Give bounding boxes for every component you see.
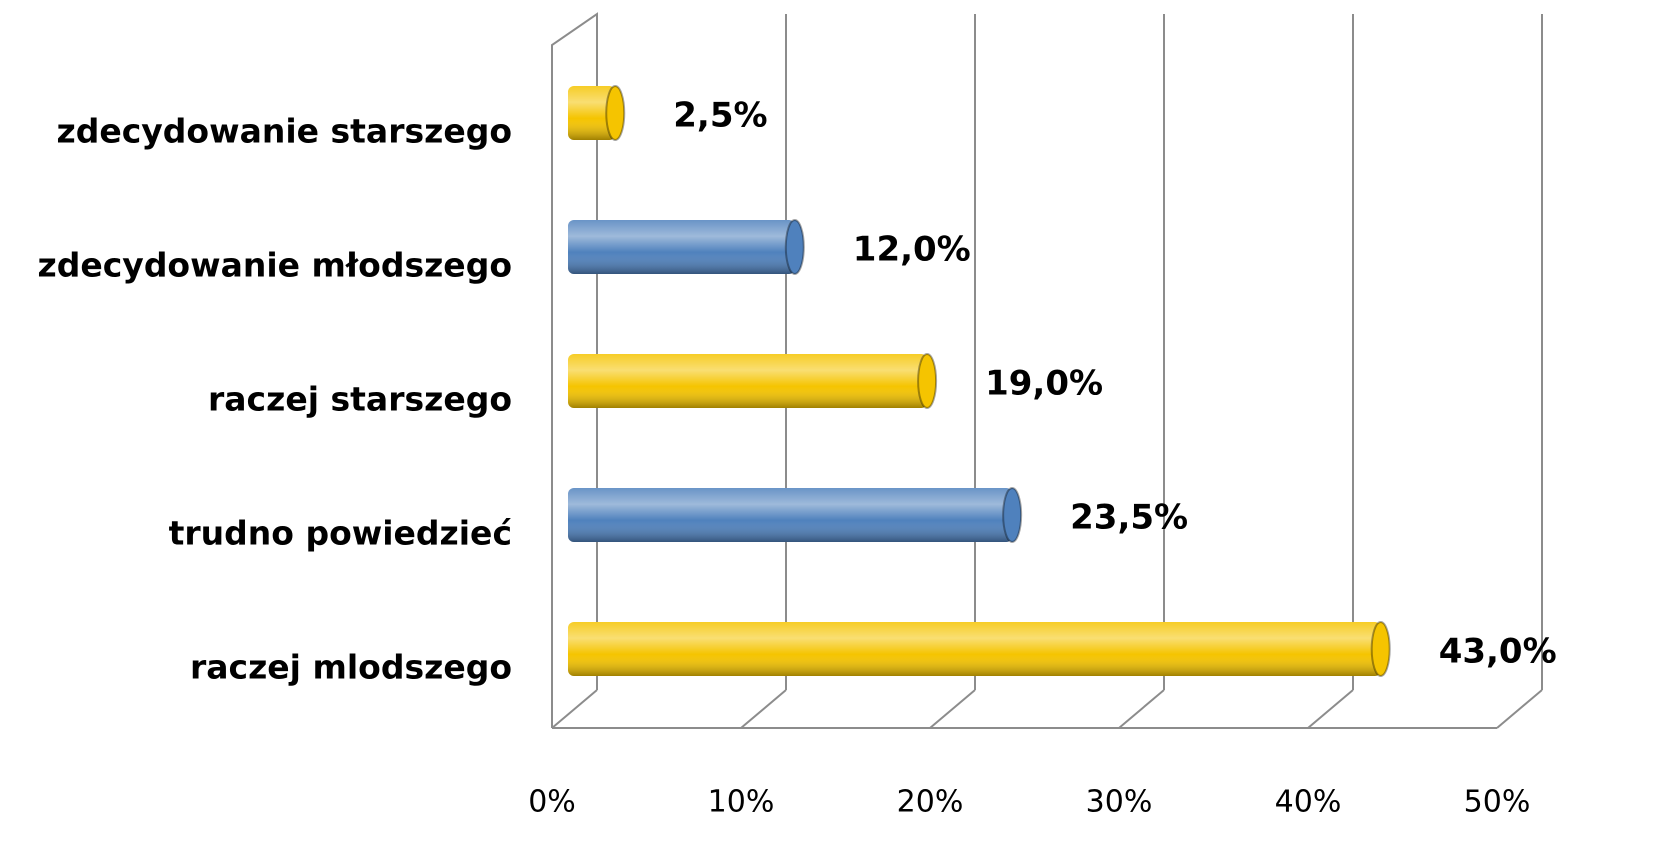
bar: [568, 621, 1391, 677]
x-tick-label: 30%: [1086, 785, 1153, 820]
bar-shade: [568, 86, 616, 140]
floor-grid-line: [1496, 689, 1543, 729]
floor-grid-line: [929, 689, 976, 729]
bar: [568, 487, 1023, 543]
bar: [568, 85, 626, 141]
bar-cap: [1002, 487, 1023, 543]
x-tick-label: 0%: [528, 785, 576, 820]
bar: [568, 353, 938, 409]
y-tick-label: trudno powiedzieć: [169, 514, 512, 553]
floor-grid-line: [1118, 689, 1165, 729]
y-tick-label: zdecydowanie starszego: [57, 112, 513, 151]
bar-shade: [568, 354, 928, 408]
y-tick-label: raczej starszego: [208, 380, 512, 419]
bar-cap: [784, 219, 805, 275]
floor-grid-line: [740, 689, 787, 729]
x-tick-label: 50%: [1464, 785, 1531, 820]
value-label: 43,0%: [1439, 632, 1557, 672]
x-tick-label: 40%: [1275, 785, 1342, 820]
bar-cap: [1370, 621, 1391, 677]
bar-shade: [568, 220, 795, 274]
plot-walls: 0% 10% 20% 30% 40% 50%: [528, 12, 1543, 820]
x-tick-label: 20%: [897, 785, 964, 820]
bar-shade: [568, 622, 1381, 676]
value-label: 12,0%: [853, 230, 971, 270]
y-tick-label: raczej mlodszego: [190, 648, 512, 687]
floor-grid-line: [1307, 689, 1354, 729]
bars: zdecydowanie starszego 2,5% zdecydowanie m…: [38, 85, 1557, 687]
bar-cap: [605, 85, 626, 141]
bar-cap: [917, 353, 938, 409]
x-tick-label: 10%: [708, 785, 775, 820]
bar-shade: [568, 488, 1013, 542]
floor-grid-line: [551, 689, 598, 729]
value-label: 2,5%: [673, 96, 767, 136]
bar: [568, 219, 805, 275]
value-label: 23,5%: [1070, 498, 1188, 538]
y-tick-label: zdecydowanie młodszego: [38, 246, 512, 285]
value-label: 19,0%: [985, 364, 1103, 404]
